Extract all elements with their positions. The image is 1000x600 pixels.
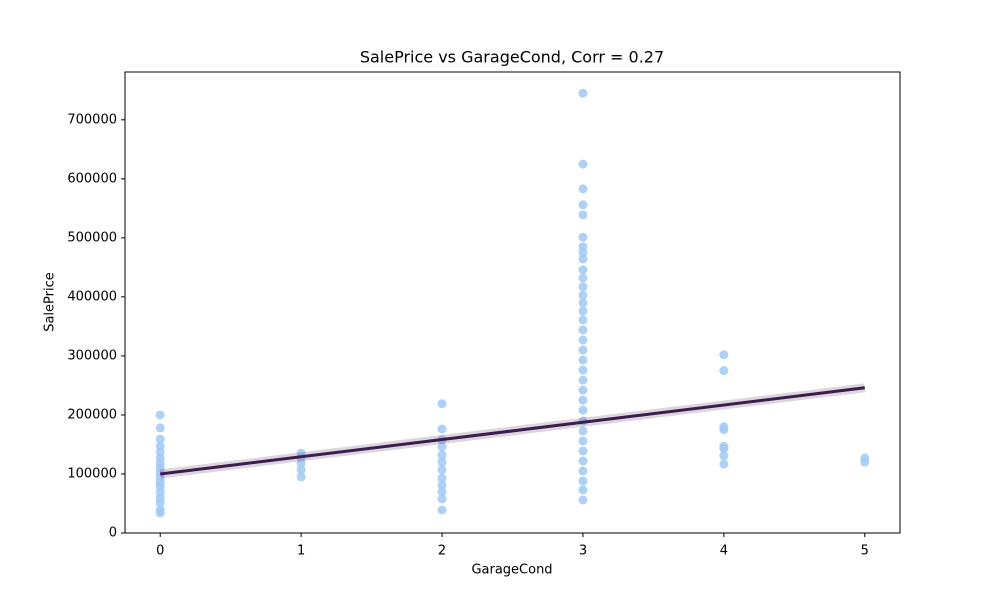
point xyxy=(578,325,588,335)
point xyxy=(155,410,165,420)
point xyxy=(296,465,306,475)
point xyxy=(578,456,588,466)
point xyxy=(437,480,447,490)
plot-area xyxy=(155,88,870,518)
point xyxy=(719,444,729,454)
y-tick-label: 700000 xyxy=(67,112,117,127)
point xyxy=(578,88,588,98)
point xyxy=(578,159,588,169)
point xyxy=(437,465,447,475)
point xyxy=(860,457,870,467)
point xyxy=(578,306,588,316)
point xyxy=(578,385,588,395)
x-tick-label: 0 xyxy=(156,544,164,559)
point xyxy=(719,366,729,376)
point xyxy=(578,254,588,264)
point xyxy=(155,498,165,508)
point xyxy=(578,290,588,300)
point xyxy=(437,450,447,460)
y-tick-label: 500000 xyxy=(67,230,117,245)
point xyxy=(578,355,588,365)
point xyxy=(578,184,588,194)
regression-line xyxy=(160,386,865,476)
point xyxy=(437,494,447,504)
point xyxy=(437,487,447,497)
point xyxy=(155,508,165,518)
point xyxy=(437,473,447,483)
y-axis-label: SalePrice xyxy=(43,272,58,332)
point xyxy=(719,451,729,461)
point xyxy=(578,476,588,486)
point xyxy=(296,472,306,482)
point xyxy=(155,434,165,444)
point xyxy=(578,335,588,345)
point xyxy=(437,399,447,409)
point xyxy=(578,436,588,446)
point xyxy=(437,442,447,452)
point xyxy=(578,265,588,275)
point xyxy=(578,365,588,375)
point xyxy=(155,423,165,433)
point xyxy=(578,248,588,258)
y-tick-label: 200000 xyxy=(67,407,117,422)
point xyxy=(578,375,588,385)
point xyxy=(578,446,588,456)
point xyxy=(578,485,588,495)
point xyxy=(578,282,588,292)
x-tick-label: 2 xyxy=(438,544,446,559)
point xyxy=(437,424,447,434)
point xyxy=(578,466,588,476)
point xyxy=(437,505,447,515)
y-tick-label: 0 xyxy=(109,526,117,541)
point xyxy=(578,298,588,308)
point xyxy=(578,345,588,355)
y-tick-label: 400000 xyxy=(67,289,117,304)
point xyxy=(578,273,588,283)
point xyxy=(578,395,588,405)
y-tick-label: 300000 xyxy=(67,348,117,363)
point xyxy=(578,495,588,505)
x-tick-label: 5 xyxy=(861,544,869,559)
point xyxy=(296,458,306,468)
y-tick-label: 600000 xyxy=(67,171,117,186)
point xyxy=(719,350,729,360)
x-axis-label: GarageCond xyxy=(471,563,552,578)
point xyxy=(578,210,588,220)
y-tick-label: 100000 xyxy=(67,466,117,481)
axes-frame xyxy=(124,71,901,534)
point xyxy=(719,425,729,435)
x-tick-label: 4 xyxy=(720,544,728,559)
x-tick-label: 1 xyxy=(297,544,305,559)
chart-title: SalePrice vs GarageCond, Corr = 0.27 xyxy=(360,48,664,67)
point xyxy=(578,426,588,436)
point xyxy=(578,232,588,242)
point xyxy=(578,315,588,325)
point xyxy=(437,457,447,467)
point xyxy=(719,459,729,469)
point xyxy=(578,200,588,210)
x-tick-label: 3 xyxy=(579,544,587,559)
point xyxy=(578,405,588,415)
